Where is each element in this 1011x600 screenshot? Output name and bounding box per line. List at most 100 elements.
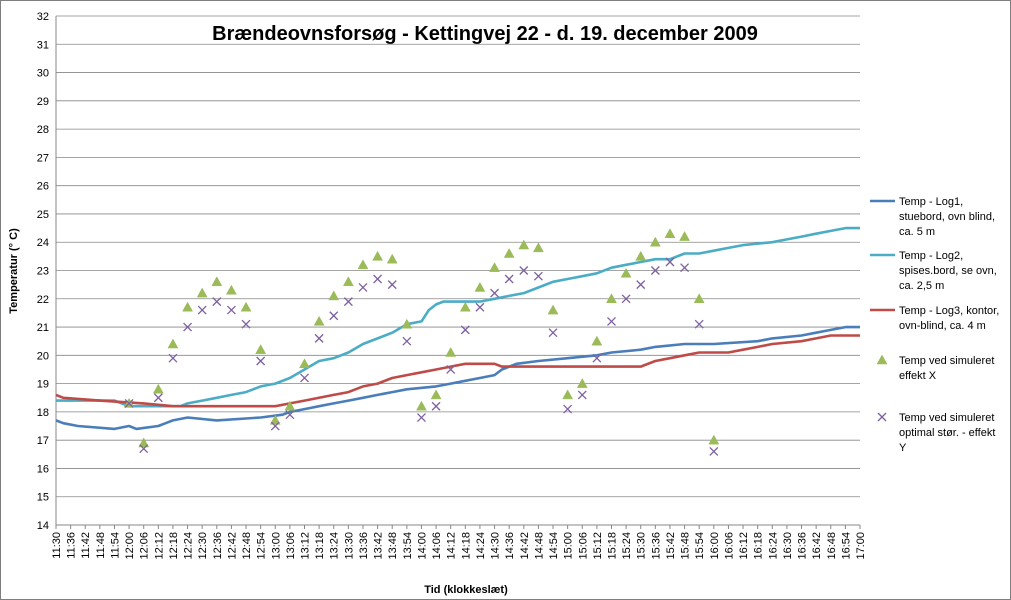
data-point <box>386 253 398 264</box>
data-point <box>313 315 325 326</box>
y-tick-label: 28 <box>37 124 49 136</box>
x-tick-label: 16:00 <box>709 532 721 560</box>
x-tick-label: 15:36 <box>650 532 662 560</box>
x-tick-label: 12:00 <box>124 532 136 560</box>
data-point <box>153 393 163 403</box>
x-tick-label: 13:00 <box>270 532 282 560</box>
x-tick-label: 14:12 <box>446 532 458 560</box>
data-point <box>621 294 631 304</box>
data-point <box>300 373 309 383</box>
data-point <box>196 287 208 298</box>
x-tick-label: 12:42 <box>226 532 238 560</box>
x-tick-label: 14:24 <box>475 532 487 560</box>
data-point <box>284 400 296 411</box>
x-tick-label: 14:00 <box>416 532 428 560</box>
x-tick-label: 13:12 <box>300 532 312 560</box>
x-tick-label: 17:00 <box>855 532 867 560</box>
legend-label: Temp - Log1, <box>899 196 963 208</box>
data-point <box>240 301 252 312</box>
y-tick-label: 29 <box>37 96 49 108</box>
data-point <box>402 336 412 346</box>
data-point <box>665 257 675 267</box>
y-tick-label: 31 <box>37 39 49 51</box>
x-tick-label: 15:00 <box>563 532 575 560</box>
data-point <box>562 389 574 400</box>
y-tick-label: 30 <box>37 68 49 80</box>
data-point <box>225 284 237 295</box>
y-tick-label: 32 <box>37 11 49 23</box>
data-point <box>212 297 222 307</box>
data-point <box>591 335 603 346</box>
data-point <box>577 390 587 400</box>
data-point <box>709 447 719 456</box>
legend-label: Temp - Log3, kontor, <box>899 305 999 317</box>
x-tick-label: 12:24 <box>183 532 195 560</box>
x-tick-label: 13:24 <box>329 532 341 560</box>
legend: Temp - Log1,stuebord, ovn blind,ca. 5 mT… <box>870 196 999 454</box>
x-tick-label: 15:42 <box>665 532 677 560</box>
series-2 <box>56 226 860 408</box>
data-point <box>649 236 661 247</box>
x-tick-label: 16:12 <box>738 532 750 560</box>
y-tick-label: 20 <box>37 350 49 362</box>
data-point <box>606 293 617 304</box>
data-point <box>503 248 515 258</box>
x-tick-label: 15:12 <box>592 532 604 560</box>
legend-entry: Temp - Log2, spises.bord, se ovn, ca. 2,5 … <box>870 250 997 292</box>
data-point <box>138 437 150 448</box>
x-tick-label: 16:48 <box>826 532 838 560</box>
data-point <box>694 319 704 329</box>
x-tick-label: 12:54 <box>256 532 268 560</box>
data-point <box>343 297 353 307</box>
data-point <box>416 400 427 411</box>
legend-label: stuebord, ovn blind, <box>899 211 995 223</box>
data-point <box>475 302 485 312</box>
data-point <box>548 328 558 338</box>
data-point <box>168 353 178 363</box>
x-tick-label: 13:54 <box>402 532 414 560</box>
series-5 <box>124 257 719 456</box>
x-axis-title: Tid (klokkeslæt) <box>424 584 508 596</box>
data-point <box>285 410 295 420</box>
legend-label: Temp ved simuleret <box>899 355 994 367</box>
data-point <box>592 353 602 363</box>
data-point <box>416 413 426 423</box>
data-point <box>182 301 193 312</box>
series-1 <box>55 325 860 431</box>
data-point <box>328 290 340 301</box>
data-point <box>504 274 514 284</box>
y-tick-label: 22 <box>37 294 49 306</box>
data-point <box>547 304 559 315</box>
x-tick-label: 12:36 <box>212 532 224 560</box>
data-point <box>680 263 690 273</box>
data-point <box>256 356 266 366</box>
x-tick-label: 15:06 <box>577 532 589 560</box>
data-point <box>532 242 544 253</box>
x-tick-label: 11:54 <box>109 532 121 559</box>
data-point <box>387 280 397 290</box>
data-point <box>519 266 529 275</box>
y-tick-label: 17 <box>37 435 49 447</box>
data-point <box>431 401 441 411</box>
data-point <box>373 274 383 284</box>
x-tick-label: 15:30 <box>636 532 648 560</box>
x-tick-label: 16:18 <box>753 532 765 560</box>
x-tick-label: 12:18 <box>168 532 180 560</box>
y-tick-labels: 14 15 16 17 18 19 20 21 22 23 24 25 26 27 28 29 30 31 32 <box>37 11 49 532</box>
y-tick-label: 26 <box>37 181 49 193</box>
legend-label: Temp ved simuleret <box>899 412 994 424</box>
data-point <box>124 398 134 408</box>
x-tick-label: 14:30 <box>490 532 502 560</box>
data-point <box>401 318 413 329</box>
x-tick-label: 11:30 <box>51 532 63 559</box>
data-point <box>183 322 193 332</box>
series-3 <box>55 334 860 408</box>
y-tick-label: 24 <box>37 237 49 249</box>
x-tick-label: 14:54 <box>548 532 560 560</box>
y-axis-title: Temperatur (° C) <box>8 228 20 314</box>
data-point <box>358 283 368 292</box>
x-tick-label: 16:06 <box>723 532 735 560</box>
data-point <box>563 404 573 414</box>
data-point <box>490 288 500 298</box>
data-point <box>299 358 310 369</box>
